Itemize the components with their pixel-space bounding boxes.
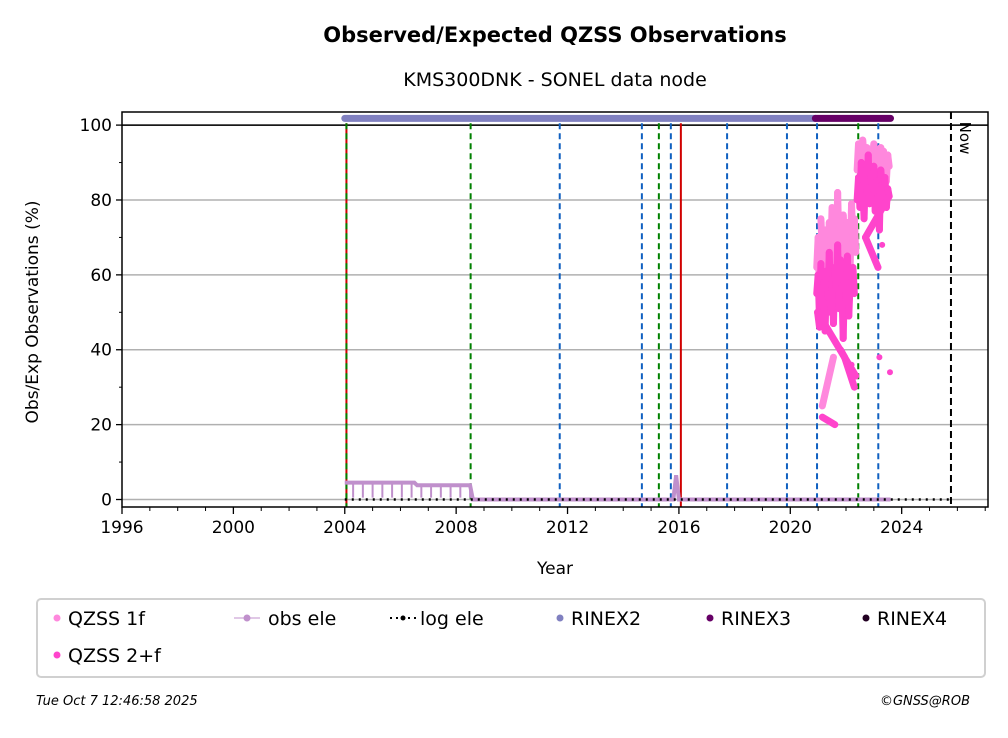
- legend: QZSS 1f obs ele log ele RINEX2 RINEX3 RINEX4 Q…: [36, 598, 986, 678]
- point-cloud-band: [850, 215, 860, 256]
- legend-label: RINEX3: [721, 608, 791, 630]
- point-qzss-2-f: [876, 354, 883, 361]
- y-tick-label: 40: [90, 341, 112, 361]
- point-cloud-band: [818, 413, 839, 429]
- legend-marker: [556, 614, 564, 622]
- x-axis-label: Year: [536, 559, 573, 579]
- y-tick-label: 20: [90, 416, 112, 436]
- x-tick-label: 2008: [435, 518, 478, 538]
- x-tick-label: 2004: [323, 518, 366, 538]
- y-tick-label: 100: [80, 116, 112, 136]
- now-label: Now: [956, 122, 974, 155]
- point-qzss-2-f: [886, 369, 893, 376]
- obs-ele-line: [344, 474, 891, 502]
- x-tick-label: 2012: [546, 518, 589, 538]
- point-cloud-band: [849, 263, 858, 298]
- y-tick-label: 0: [101, 491, 112, 511]
- point-cloud-band: [861, 233, 882, 271]
- chart-title: Observed/Expected QZSS Observations: [323, 23, 787, 47]
- legend-label: log ele: [420, 608, 484, 630]
- legend-marker: [400, 615, 406, 621]
- legend-marker: [706, 614, 714, 622]
- plot-frame: [121, 111, 989, 508]
- legend-label: QZSS 1f: [68, 608, 146, 630]
- legend-label: RINEX2: [571, 608, 641, 630]
- chart-subtitle: KMS300DNK - SONEL data node: [403, 69, 707, 91]
- credit: ©GNSS@ROB: [879, 694, 970, 709]
- timestamp: Tue Oct 7 12:46:58 2025: [36, 694, 198, 709]
- x-tick-label: 2000: [212, 518, 255, 538]
- y-axis-label: Obs/Exp Observations (%): [23, 201, 43, 424]
- point-cloud-band: [884, 151, 893, 170]
- point-cloud-band: [841, 353, 858, 391]
- legend-label: RINEX4: [877, 608, 947, 630]
- point-cloud-band: [845, 278, 854, 320]
- y-tick-label: 80: [90, 191, 112, 211]
- legend-marker: [53, 651, 61, 659]
- legend-box: [36, 598, 986, 678]
- legend-marker: [243, 614, 251, 622]
- legend-marker: [53, 614, 61, 622]
- point-cloud-band: [814, 308, 824, 331]
- x-tick-label: 2020: [769, 518, 812, 538]
- x-tick-label: 2016: [657, 518, 700, 538]
- legend-label: obs ele: [268, 608, 336, 630]
- legend-label: QZSS 2+f: [68, 645, 162, 667]
- y-tick-label: 60: [90, 266, 112, 286]
- point-cloud-band: [861, 192, 893, 241]
- x-tick-label: 2024: [880, 518, 923, 538]
- x-tick-label: 1996: [100, 518, 143, 538]
- point-qzss-2-f: [879, 241, 886, 248]
- legend-marker: [862, 614, 870, 622]
- point-cloud-band: [818, 353, 837, 410]
